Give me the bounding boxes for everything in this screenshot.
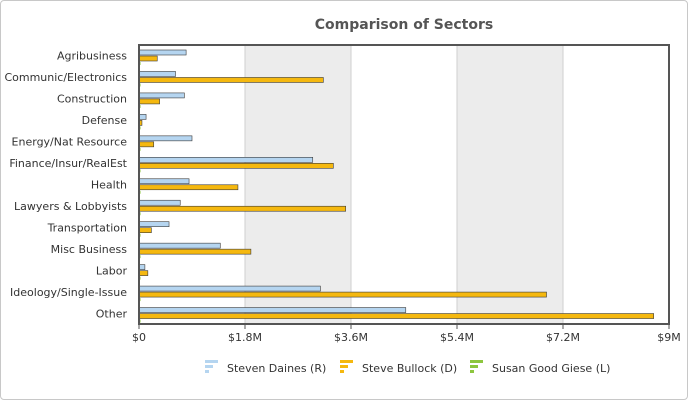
bar-marks bbox=[138, 49, 654, 323]
legend-swatch bbox=[340, 360, 353, 363]
bar-1-12 bbox=[138, 307, 407, 313]
plot-border bbox=[138, 44, 670, 325]
bar-2-10 bbox=[138, 270, 149, 276]
bar-1-1 bbox=[138, 71, 176, 77]
category-label: Defense bbox=[82, 114, 128, 127]
x-tick-label: $9M bbox=[657, 331, 681, 344]
legend-swatch bbox=[470, 370, 474, 373]
bar-2-8 bbox=[138, 227, 152, 233]
chart-title: Comparison of Sectors bbox=[315, 17, 493, 33]
plot-background bbox=[139, 45, 669, 324]
bar-1-9 bbox=[138, 242, 221, 249]
category-label: Ideology/Single-Issue bbox=[10, 286, 127, 299]
category-label: Transportation bbox=[47, 221, 127, 234]
category-label: Misc Business bbox=[51, 243, 128, 256]
x-tick-labels: $0 $1.8M $3.6M $5.4M $7.2M $9M bbox=[132, 331, 681, 344]
bar-1-4 bbox=[138, 135, 193, 142]
legend-item-2: Steve Bullock (D) bbox=[340, 360, 457, 375]
x-tick-label: $3.6M bbox=[334, 331, 368, 344]
legend-swatch bbox=[205, 370, 209, 373]
bar-2-0 bbox=[138, 55, 158, 62]
bar-1-3 bbox=[138, 114, 147, 120]
bar-1-8 bbox=[138, 221, 170, 227]
bar-2-2 bbox=[138, 98, 160, 105]
legend-swatch bbox=[340, 365, 348, 368]
bar-2-4 bbox=[138, 141, 155, 148]
grid-lines bbox=[244, 45, 564, 324]
category-label: Lawyers & Lobbyists bbox=[14, 200, 127, 213]
bar-2-7 bbox=[138, 205, 346, 212]
legend-swatch bbox=[205, 365, 213, 368]
legend-swatch bbox=[205, 360, 218, 363]
bar-2-12 bbox=[138, 313, 654, 319]
legend-swatch bbox=[470, 360, 483, 363]
bar-2-1 bbox=[138, 77, 324, 83]
x-tick-label: $7.2M bbox=[546, 331, 580, 344]
category-labels: Agribusiness Communic/Electronics Construc… bbox=[4, 50, 127, 321]
category-label: Other bbox=[96, 307, 128, 320]
bar-2-9 bbox=[138, 248, 252, 255]
bar-1-11 bbox=[138, 285, 321, 292]
legend-swatch bbox=[340, 370, 344, 373]
bar-2-5 bbox=[138, 163, 334, 169]
x-tick-label: $0 bbox=[132, 331, 146, 344]
category-label: Finance/Insur/RealEst bbox=[9, 157, 127, 170]
legend-label: Steve Bullock (D) bbox=[362, 362, 457, 375]
category-label: Construction bbox=[57, 93, 127, 106]
bar-1-0 bbox=[138, 49, 187, 56]
legend: Steven Daines (R) Steve Bullock (D) Susan … bbox=[205, 360, 610, 375]
category-label: Energy/Nat Resource bbox=[12, 136, 128, 149]
bar-1-2 bbox=[138, 92, 185, 99]
axes bbox=[138, 44, 670, 329]
x-tick-label: $5.4M bbox=[440, 331, 474, 344]
bar-2-6 bbox=[138, 184, 239, 191]
x-tick-label: $1.8M bbox=[228, 331, 262, 344]
legend-swatch bbox=[470, 365, 478, 368]
legend-label: Susan Good Giese (L) bbox=[492, 362, 610, 375]
category-label: Health bbox=[91, 179, 127, 192]
category-label: Labor bbox=[96, 264, 128, 277]
band-shade bbox=[245, 45, 351, 324]
bar-1-6 bbox=[138, 178, 190, 185]
bar-1-5 bbox=[138, 157, 314, 163]
legend-label: Steven Daines (R) bbox=[227, 362, 326, 375]
category-label: Communic/Electronics bbox=[4, 71, 127, 84]
legend-item-3: Susan Good Giese (L) bbox=[470, 360, 610, 375]
category-label: Agribusiness bbox=[57, 50, 127, 63]
bar-2-11 bbox=[138, 291, 547, 298]
legend-item-1: Steven Daines (R) bbox=[205, 360, 326, 375]
band-shade bbox=[457, 45, 563, 324]
bar-1-7 bbox=[138, 199, 181, 206]
